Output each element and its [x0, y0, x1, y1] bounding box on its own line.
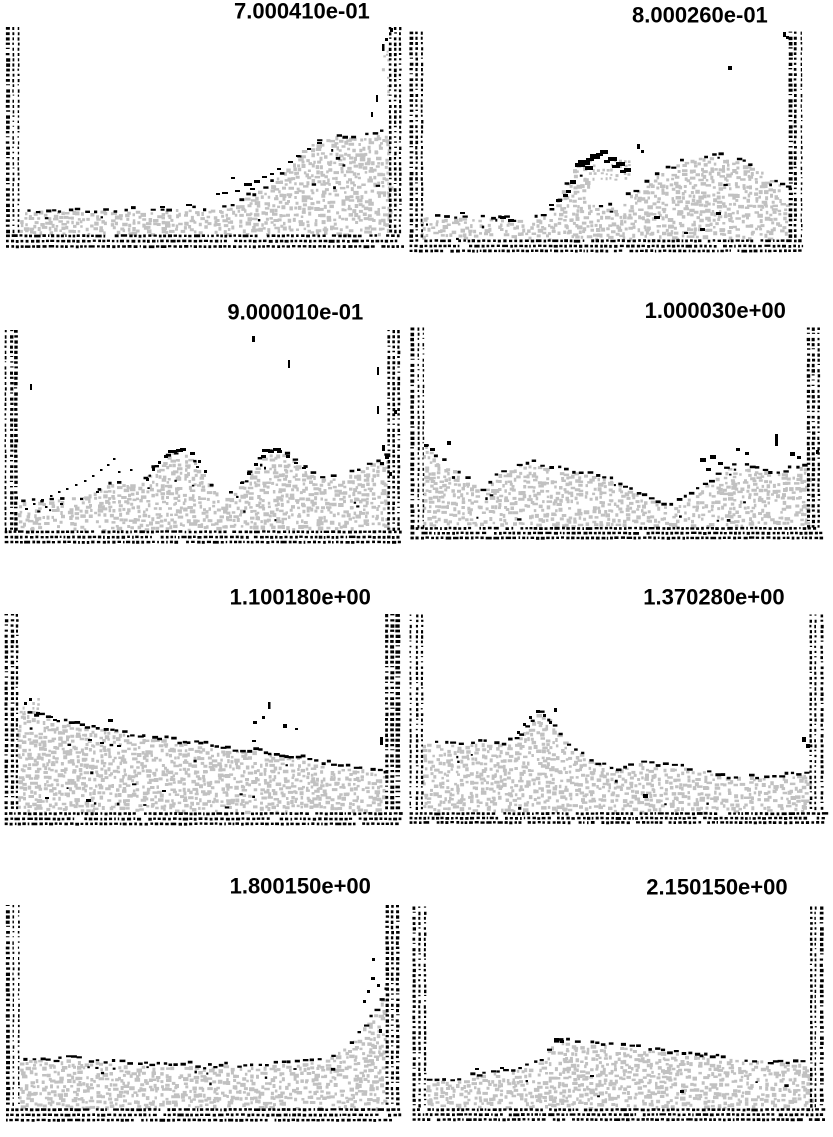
svg-text:1.800150e+00: 1.800150e+00	[230, 874, 371, 899]
svg-text:9.000010e-01: 9.000010e-01	[227, 300, 363, 325]
svg-text:2.150150e+00: 2.150150e+00	[646, 875, 787, 900]
svg-text:7.000410e-01: 7.000410e-01	[234, 0, 370, 23]
svg-text:1.370280e+00: 1.370280e+00	[643, 585, 784, 610]
svg-text:1.000030e+00: 1.000030e+00	[645, 298, 786, 323]
svg-text:1.100180e+00: 1.100180e+00	[230, 585, 371, 610]
svg-text:8.000260e-01: 8.000260e-01	[632, 3, 768, 28]
